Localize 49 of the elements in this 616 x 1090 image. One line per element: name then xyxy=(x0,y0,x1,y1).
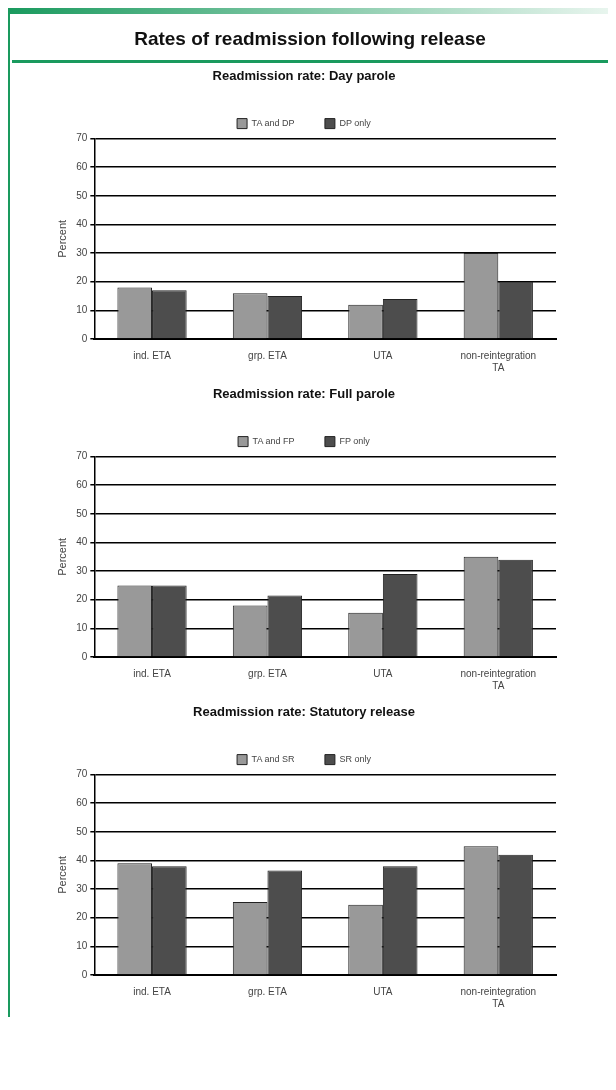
y-axis-title: Percent xyxy=(55,855,68,894)
chart-title: Readmission rate: Full parole xyxy=(212,386,396,402)
y-tick-label: 10 xyxy=(76,940,88,952)
legend-label: TA and SR xyxy=(251,754,295,765)
chart-title: Readmission rate: Statutory release xyxy=(193,704,415,720)
x-tick-label: UTA xyxy=(373,667,393,679)
y-tick-label: 60 xyxy=(76,160,88,172)
y-tick-label: 40 xyxy=(76,536,88,548)
x-tick-label: ind. ETA xyxy=(133,667,172,679)
y-tick-label: 60 xyxy=(76,796,88,808)
legend-label: DP only xyxy=(339,118,372,129)
legend-label: TA and DP xyxy=(251,118,295,129)
y-tick-label: 50 xyxy=(76,825,88,837)
y-tick-label: 0 xyxy=(81,968,88,980)
x-tick-label: grp. ETA xyxy=(248,667,288,679)
legend-label: SR only xyxy=(339,754,372,765)
y-tick-label: 0 xyxy=(81,650,88,662)
y-axis-title: Percent xyxy=(55,219,68,258)
chart-title: Readmission rate: Day parole xyxy=(212,68,396,84)
y-tick-label: 70 xyxy=(76,450,88,462)
y-tick-label: 20 xyxy=(76,911,88,923)
y-tick-label: 60 xyxy=(76,478,88,490)
legend-label: TA and FP xyxy=(252,436,295,447)
y-tick-label: 40 xyxy=(76,854,88,866)
x-tick-label: non-reintegration TA xyxy=(460,349,537,373)
y-axis-title: Percent xyxy=(55,537,68,576)
x-tick-label: non-reintegration TA xyxy=(460,985,537,1009)
y-tick-label: 0 xyxy=(81,332,88,344)
legend-label: FP only xyxy=(339,436,371,447)
x-tick-label: grp. ETA xyxy=(248,349,288,361)
x-tick-label: UTA xyxy=(373,349,393,361)
y-tick-label: 50 xyxy=(76,507,88,519)
text: Rates of readmission following release xyxy=(133,28,487,50)
x-tick-label: ind. ETA xyxy=(133,349,172,361)
x-tick-label: ind. ETA xyxy=(133,985,172,997)
y-tick-label: 40 xyxy=(76,218,88,230)
x-tick-label: non-reintegration TA xyxy=(460,667,537,691)
y-tick-label: 70 xyxy=(76,132,88,144)
y-tick-label: 20 xyxy=(76,275,88,287)
y-tick-label: 20 xyxy=(76,593,88,605)
y-tick-label: 30 xyxy=(76,246,88,258)
y-tick-label: 10 xyxy=(76,304,88,316)
y-tick-label: 30 xyxy=(76,564,88,576)
x-tick-label: UTA xyxy=(373,985,393,997)
y-tick-label: 30 xyxy=(76,882,88,894)
y-tick-label: 70 xyxy=(76,768,88,780)
x-tick-label: grp. ETA xyxy=(248,985,288,997)
y-tick-label: 10 xyxy=(76,622,88,634)
y-tick-label: 50 xyxy=(76,189,88,201)
